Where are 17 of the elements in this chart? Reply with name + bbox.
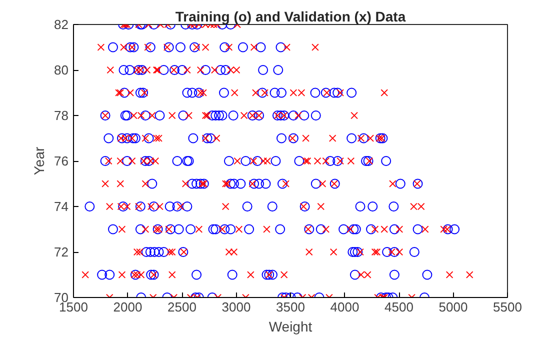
y-tick-label: 76 bbox=[54, 154, 69, 168]
x-tick-label: 4500 bbox=[384, 300, 414, 314]
x-axis-title: Weight bbox=[268, 318, 312, 334]
y-tick-label: 72 bbox=[54, 244, 69, 260]
chart-title: Training (o) and Validation (x) Data bbox=[175, 8, 406, 24]
y-tick-label: 78 bbox=[54, 108, 69, 123]
x-tick-label: 2000 bbox=[113, 300, 142, 314]
x-tick-label: 4000 bbox=[330, 300, 360, 314]
x-tick-label: 3500 bbox=[276, 300, 305, 314]
x-tick-label: 2500 bbox=[168, 300, 196, 314]
y-tick-label: 82 bbox=[54, 17, 69, 32]
x-tick-label: 3000 bbox=[222, 300, 251, 314]
x-tick-label: 5500 bbox=[493, 300, 522, 314]
x-tick-label: 5000 bbox=[438, 300, 468, 314]
y-axis-title: Year bbox=[31, 146, 48, 176]
y-tick-label: 80 bbox=[54, 62, 69, 78]
y-tick-label: 74 bbox=[54, 199, 69, 214]
